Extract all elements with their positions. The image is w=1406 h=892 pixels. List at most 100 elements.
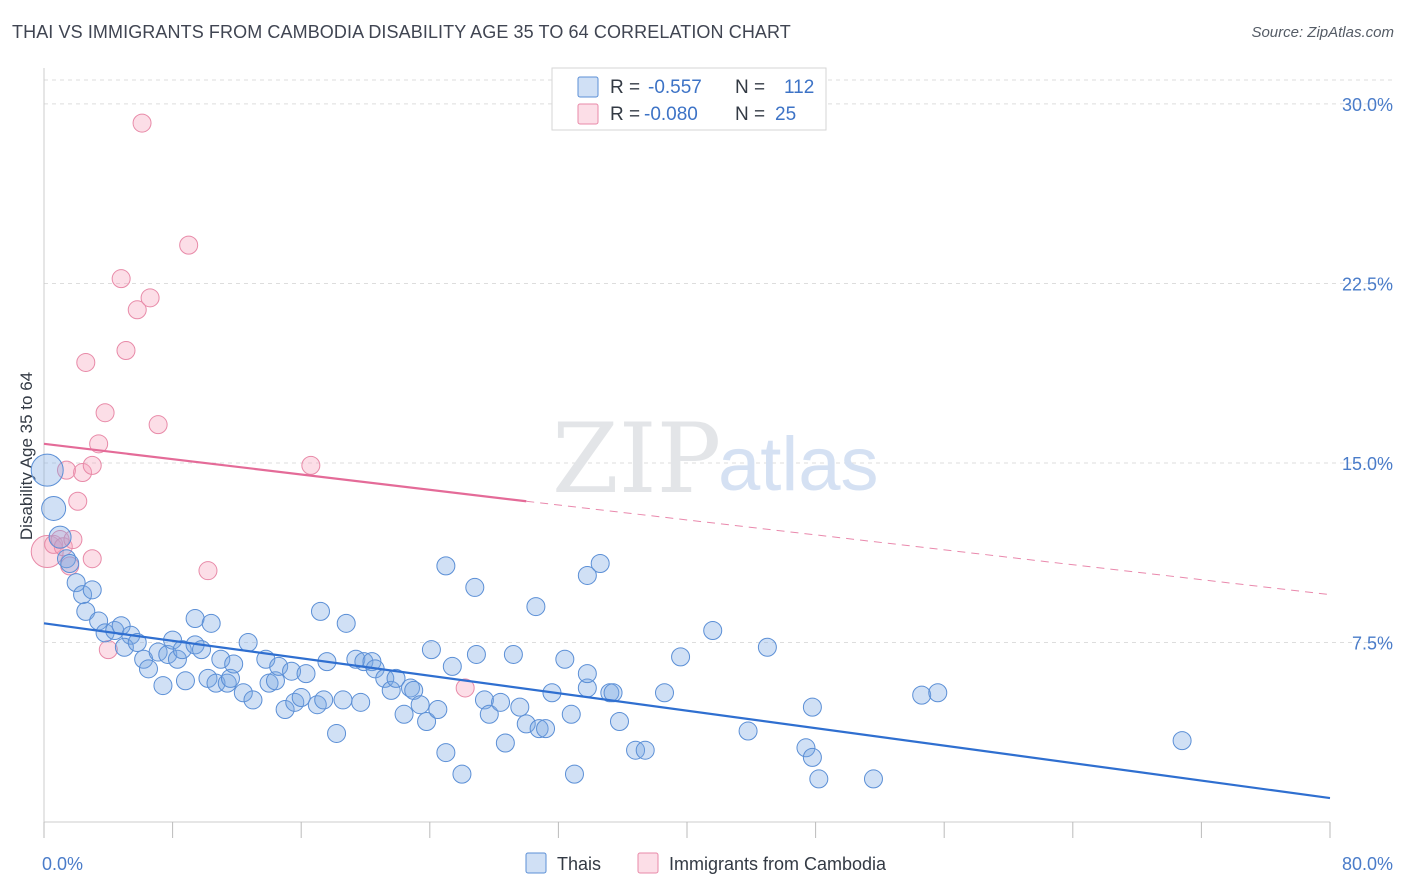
thais-point — [757, 637, 777, 657]
thais-point — [442, 656, 462, 676]
thais-point — [386, 668, 406, 688]
cambodia-point — [89, 434, 109, 454]
thais-trend-line — [43, 622, 1331, 800]
thais-point — [452, 764, 472, 784]
thais-point — [66, 573, 86, 593]
thais-point — [671, 647, 691, 667]
watermark-atlas: atlas — [718, 422, 879, 507]
legend: R = -0.557 N = 112 R = -0.080 N = 25 — [551, 67, 827, 131]
thais-point — [1172, 731, 1192, 751]
thais-point — [114, 637, 134, 657]
thais-point — [561, 704, 581, 724]
thais-point — [381, 680, 401, 700]
thais-point — [577, 664, 597, 684]
thais-point — [428, 700, 448, 720]
legend-n-label-thais: N = — [735, 77, 765, 98]
thais-point — [282, 661, 302, 681]
cambodia-point — [68, 491, 88, 511]
watermark: ZIP atlas — [552, 403, 879, 515]
cambodia-point — [140, 288, 160, 308]
thais-point — [609, 711, 629, 731]
thais-point — [201, 613, 221, 633]
cambodia-point — [73, 463, 93, 483]
legend-r-value-cambodia: -0.080 — [644, 104, 698, 125]
y-tick-labels: 7.5% 15.0% 22.5% 30.0% — [1342, 95, 1393, 654]
thais-point — [158, 644, 178, 664]
cambodia-point — [116, 340, 136, 360]
cambodia-point — [76, 352, 96, 372]
thais-point — [479, 704, 499, 724]
bottom-legend-swatch-cambodia — [637, 852, 659, 874]
cambodia-point — [82, 455, 102, 475]
thais-point — [243, 690, 263, 710]
thais-point — [233, 683, 253, 703]
thais-point — [436, 743, 456, 763]
thais-point — [555, 649, 575, 669]
thais-point — [127, 632, 147, 652]
thais-point — [417, 711, 437, 731]
thais-point — [48, 525, 72, 549]
thais-point — [265, 671, 285, 691]
cambodia-points — [30, 113, 475, 698]
thais-point — [529, 719, 549, 739]
bottom-legend-cambodia: Immigrants from Cambodia — [669, 854, 887, 874]
thais-point — [654, 683, 674, 703]
thais-point — [495, 733, 515, 753]
thais-point — [82, 580, 102, 600]
thais-point — [510, 697, 530, 717]
bottom-legend-thais: Thais — [557, 854, 601, 874]
thais-point — [503, 644, 523, 664]
thais-point — [863, 769, 883, 789]
thais-point — [516, 714, 536, 734]
thais-point — [138, 659, 158, 679]
source-label: Source: ZipAtlas.com — [1251, 24, 1394, 41]
thais-point — [928, 683, 948, 703]
cambodia-point — [455, 678, 475, 698]
thais-point — [296, 664, 316, 684]
thais-point — [41, 495, 67, 521]
thais-point — [536, 719, 556, 739]
thais-point — [802, 697, 822, 717]
thais-point — [327, 723, 347, 743]
thais-point — [336, 613, 356, 633]
thais-points — [30, 453, 1192, 789]
thais-point — [809, 769, 829, 789]
x-tick-labels: 0.0% 80.0% — [42, 854, 1393, 874]
trend-lines — [43, 442, 1331, 800]
thais-point — [76, 601, 96, 621]
cambodia-point — [179, 235, 199, 255]
x-tick-label-min: 0.0% — [42, 854, 83, 874]
thais-point — [626, 740, 646, 760]
legend-r-value-thais: -0.557 — [648, 77, 702, 98]
thais-point — [404, 680, 424, 700]
thais-point — [346, 649, 366, 669]
thais-point — [333, 690, 353, 710]
thais-point — [73, 585, 93, 605]
thais-point — [912, 685, 932, 705]
thais-point — [351, 692, 371, 712]
thais-point — [153, 676, 173, 696]
legend-swatch-cambodia — [577, 103, 599, 125]
thais-point — [60, 553, 80, 573]
thais-point — [172, 640, 192, 660]
bottom-legend: Thais Immigrants from Cambodia — [525, 852, 887, 874]
thais-point — [738, 721, 758, 741]
cambodia-point — [98, 640, 118, 660]
thais-point — [314, 690, 334, 710]
cambodia-point — [57, 460, 77, 480]
y-tick-label: 15.0% — [1342, 454, 1393, 474]
grid-lines — [44, 79, 1392, 643]
thais-point — [491, 692, 511, 712]
cambodia-point — [132, 113, 152, 133]
chart-title: THAI VS IMMIGRANTS FROM CAMBODIA DISABIL… — [12, 22, 791, 42]
thais-point — [206, 673, 226, 693]
legend-r-label-cambodia: R = — [610, 104, 640, 125]
thais-point — [436, 556, 456, 576]
thais-point — [220, 668, 240, 688]
thais-point — [465, 577, 485, 597]
cambodia-point — [82, 549, 102, 569]
thais-point — [703, 621, 723, 641]
thais-point — [185, 609, 205, 629]
thais-point — [394, 704, 414, 724]
